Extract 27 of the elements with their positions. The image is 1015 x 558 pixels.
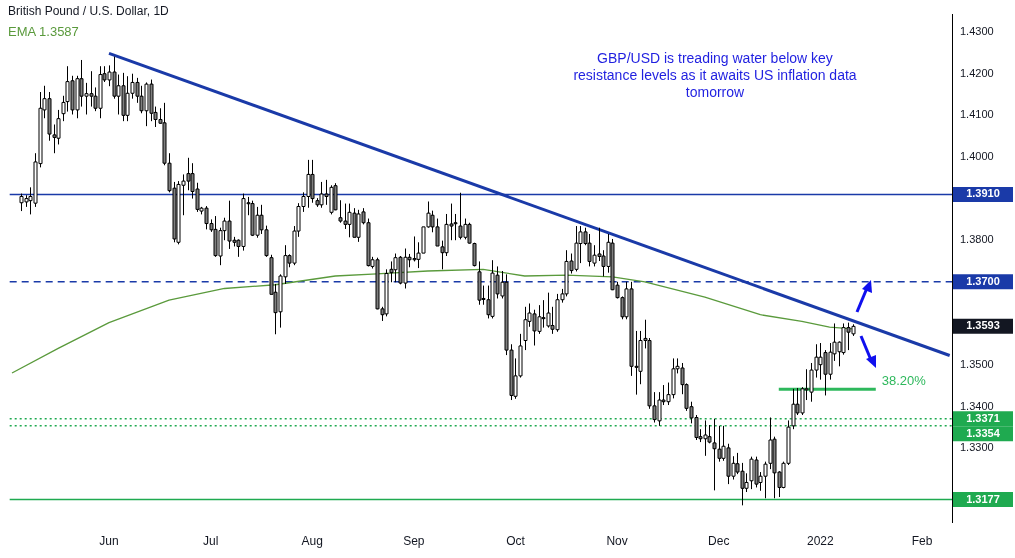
- y-tick-label: 1.3400: [960, 399, 994, 412]
- y-tick-label: 1.3300: [960, 441, 994, 454]
- y-tick-label: 1.3800: [960, 233, 994, 246]
- x-tick-label: Oct: [506, 533, 526, 548]
- x-tick-label: 2022: [807, 533, 835, 548]
- ref-line-label: 1.3177: [966, 492, 1000, 505]
- ref-line-label: 1.3910: [966, 187, 1000, 200]
- x-tick-label: Aug: [301, 533, 323, 548]
- text: 1.3593: [966, 319, 1000, 332]
- ref-line-label: 1.3700: [966, 274, 1000, 287]
- y-tick-label: 1.4000: [960, 149, 994, 162]
- x-tick-label: Sep: [403, 533, 425, 548]
- x-tick-label: Feb: [911, 533, 933, 548]
- annotation: 38.20%: [881, 373, 927, 389]
- chart-title: British Pound / U.S. Dollar, 1D: [8, 4, 169, 18]
- y-tick-label: 1.4300: [960, 25, 994, 38]
- x-tick-label: Dec: [708, 533, 730, 548]
- y-tick-label: 1.3500: [960, 358, 994, 371]
- x-tick-label: Nov: [606, 533, 628, 548]
- ref-line-label: 1.3371: [966, 411, 1000, 424]
- y-tick-label: 1.4100: [960, 108, 994, 121]
- x-tick-label: Jun: [99, 533, 119, 548]
- x-tick-label: Jul: [202, 533, 219, 548]
- text: EMA 1.3587: [8, 24, 79, 40]
- ref-line-label: 1.3354: [966, 426, 1001, 439]
- annotation: GBP/USD is treading water below key resistance levels as it awaits US inflation data tomorrow: [572, 50, 858, 101]
- y-tick-label: 1.4200: [960, 66, 994, 79]
